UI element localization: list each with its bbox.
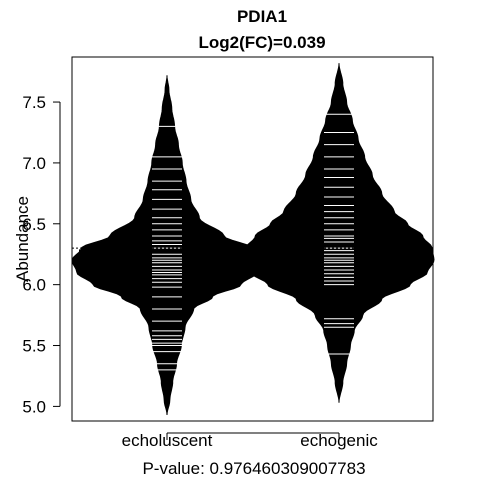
beans-layer [71, 63, 435, 415]
chart-subtitle: Log2(FC)=0.039 [198, 33, 325, 52]
x-axis-title: P-value: 0.976460309007783 [142, 459, 365, 478]
chart-title: PDIA1 [237, 7, 287, 26]
x-tick-label-echogenic: echogenic [300, 431, 378, 450]
y-axis: 5.0 5.5 6.0 6.5 7.0 7.5 [22, 93, 61, 416]
y-tick-label: 5.0 [22, 397, 46, 416]
x-axis: echoluscent echogenic [122, 431, 379, 450]
bean-density-echoluscent [71, 75, 263, 415]
y-tick-label: 7.5 [22, 93, 46, 112]
x-tick-label-echoluscent: echoluscent [122, 431, 213, 450]
y-tick-label: 7.0 [22, 154, 46, 173]
bean-density-echogenic [243, 63, 435, 403]
bean-echoluscent [71, 75, 263, 415]
plot-frame [71, 56, 434, 422]
y-tick-label: 6.0 [22, 276, 46, 295]
bean-echogenic [243, 63, 435, 403]
y-axis-title: Abundance [13, 196, 32, 282]
y-tick-label: 5.5 [22, 337, 46, 356]
y-tick-label: 6.5 [22, 215, 46, 234]
